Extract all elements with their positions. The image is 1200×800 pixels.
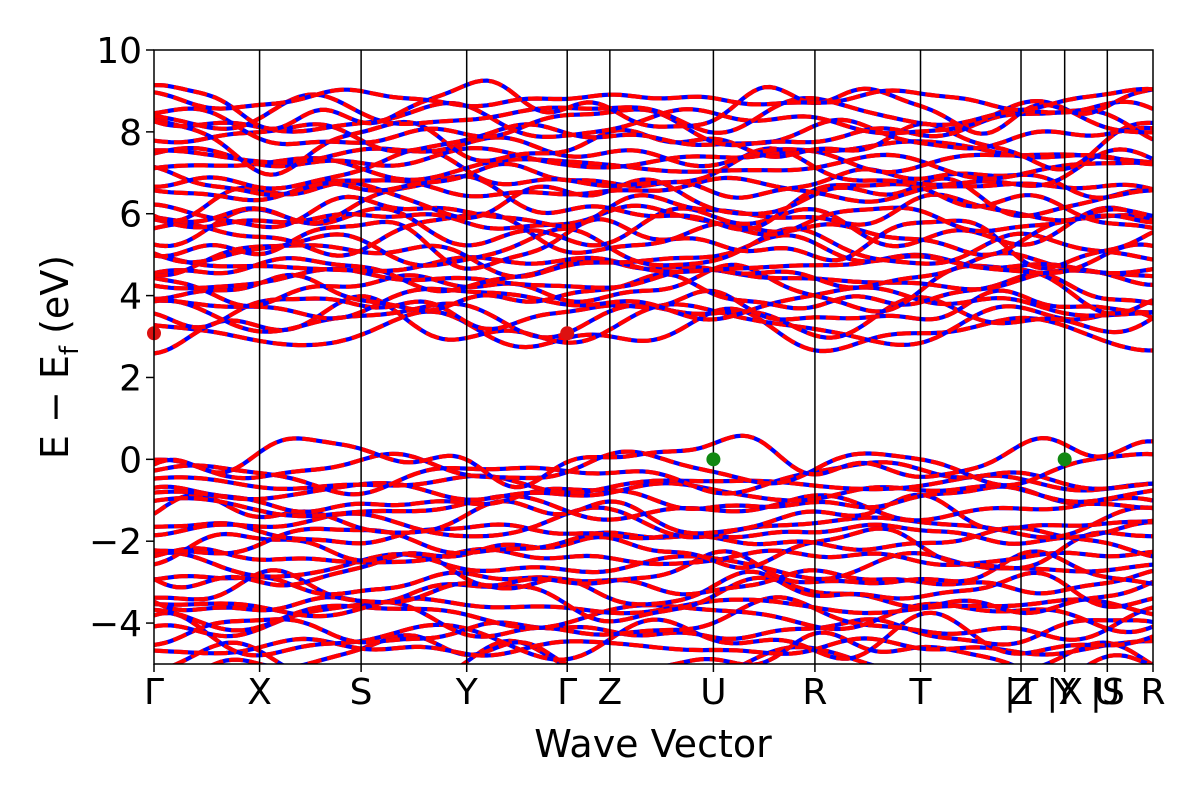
valence-band-spin-up (154, 449, 1153, 488)
y-axis-label-main: E − E (33, 355, 77, 459)
conduction-band-spin-up (154, 145, 1153, 175)
conduction-band-spin-up (154, 174, 1153, 232)
x-ticks: Γ X S Y Γ Z U R T Z|T Y|X U|S R (144, 664, 1166, 713)
conduction-band-spin-up (154, 252, 1153, 276)
conduction-band-spin-up (154, 211, 1153, 258)
y-tick-label: −4 (89, 604, 142, 645)
y-tick-label: 6 (119, 195, 142, 236)
valence-band-spin-up (154, 568, 1153, 597)
x-tick-label: |X (1046, 672, 1083, 713)
conduction-band-spin-up (154, 294, 1153, 356)
valence-band-spin-up (154, 493, 1153, 523)
y-tick-label: 10 (96, 31, 142, 72)
x-tick-label: X (247, 672, 272, 713)
conduction-band-spin-up (154, 203, 1153, 237)
valence-band-spin-up (154, 492, 1153, 536)
valence-band-spin-up (209, 630, 1153, 664)
y-axis-label: E − Ef (eV) (33, 255, 85, 459)
valence-band-spin-up (154, 568, 1153, 609)
conduction-band-spin-up (154, 92, 1153, 135)
x-tick-label: S (350, 672, 373, 713)
valence-band-spin-up (154, 575, 1153, 624)
x-tick-label: Γ (144, 672, 164, 713)
x-tick-label: U (700, 672, 726, 713)
y-ticks: 10 8 6 4 2 0 −2 −4 (89, 31, 154, 645)
x-tick-label: Z (1009, 672, 1034, 713)
x-tick-label: |T (1004, 672, 1039, 713)
valence-band-spin-up (154, 617, 1153, 647)
conduction-band-spin-up (154, 78, 1153, 136)
valence-band-spin-up (154, 546, 1153, 568)
vbm-marker (706, 452, 721, 467)
valence-band-spin-up (154, 520, 1153, 546)
y-axis-label-sub: f (55, 345, 85, 355)
cbm-marker (560, 326, 575, 341)
x-tick-label: Z (598, 672, 623, 713)
y-tick-label: −2 (89, 522, 142, 563)
valence-band-spin-up (154, 480, 1153, 504)
x-tick-label: |S (1090, 672, 1125, 713)
y-tick-label: 2 (119, 358, 142, 399)
vbm-marker (1057, 452, 1072, 467)
conduction-band-spin-up (154, 135, 1153, 169)
valence-band-spin-up (154, 460, 1153, 497)
conduction-band-spin-up (154, 288, 1153, 332)
conduction-band-spin-up (154, 285, 1153, 322)
conduction-band-spin-up (154, 176, 1153, 223)
x-tick-label: U (1094, 672, 1120, 713)
y-tick-label: 4 (119, 277, 142, 318)
plot-frame (153, 49, 1154, 665)
conduction-band-spin-up (154, 86, 1153, 113)
valence-band-spin-up (154, 484, 1153, 515)
valence-band-spin-up (154, 526, 1153, 571)
valence-band-spin-up (154, 549, 1153, 590)
valence-band-spin-up (154, 433, 1153, 490)
x-tick-label: R (1140, 672, 1165, 713)
high-symmetry-lines (258, 50, 1109, 664)
y-tick-label: 8 (119, 113, 142, 154)
conduction-band-spin-up (154, 192, 1153, 230)
y-tick-label: 0 (119, 440, 142, 481)
x-tick-label: Y (1053, 672, 1077, 713)
conduction-band-spin-up (154, 117, 1153, 154)
conduction-band-spin-up (154, 233, 1153, 279)
valence-band-spin-up (154, 636, 1153, 658)
valence-band-spin-up (154, 595, 1153, 642)
conduction-band-spin-up (154, 306, 1153, 354)
x-tick-label: T (909, 672, 933, 713)
x-tick-label: R (802, 672, 827, 713)
conduction-band-spin-up (154, 146, 1153, 191)
x-tick-label: Y (455, 672, 479, 713)
band-edge-markers (147, 326, 1072, 467)
band-lines (154, 78, 1153, 664)
x-tick-label: Γ (557, 672, 577, 713)
conduction-band-spin-up (154, 226, 1153, 268)
y-axis-label-unit: (eV) (33, 255, 77, 346)
x-axis-label: Wave Vector (534, 722, 772, 766)
